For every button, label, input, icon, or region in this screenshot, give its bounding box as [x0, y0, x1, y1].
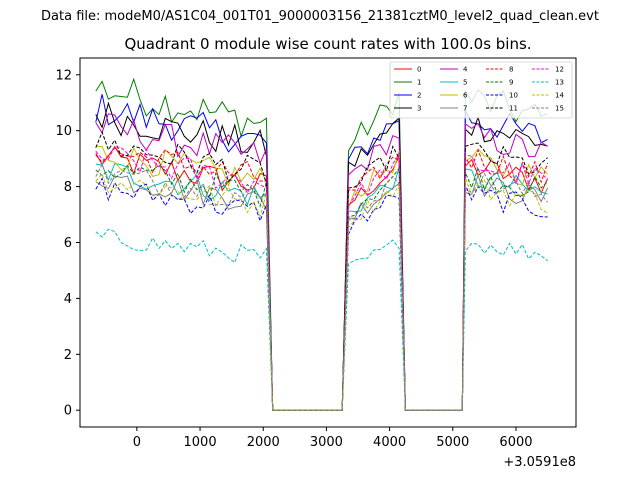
y-tick-label: 4 [64, 292, 72, 307]
x-tick-label: 1000 [184, 435, 217, 450]
legend-label-11: 11 [509, 105, 518, 113]
x-tick-label: 2000 [247, 435, 280, 450]
legend-label-3: 3 [417, 105, 421, 113]
x-tick-label: 6000 [499, 435, 532, 450]
legend-label-9: 9 [509, 79, 513, 87]
y-tick-label: 6 [64, 236, 72, 251]
y-tick-label: 8 [64, 180, 72, 195]
y-tick-label: 0 [64, 404, 72, 419]
x-tick-label: 3000 [310, 435, 343, 450]
series-group [95, 77, 549, 411]
series-line-9 [95, 164, 548, 411]
series-line-3 [95, 101, 548, 411]
legend-label-5: 5 [463, 79, 467, 87]
legend-label-15: 15 [555, 105, 564, 113]
series-line-11 [95, 130, 548, 411]
series-line-5 [95, 162, 548, 411]
y-tick-label: 12 [55, 68, 72, 83]
legend-label-1: 1 [417, 79, 421, 87]
chart-suptitle: Data file: modeM0/AS1C04_001T01_90000031… [41, 9, 599, 24]
legend-label-13: 13 [555, 79, 564, 87]
series-line-10 [95, 177, 548, 411]
legend-label-7: 7 [463, 105, 467, 113]
chart-title: Quadrant 0 module wise count rates with … [124, 35, 531, 53]
series-line-12 [95, 146, 548, 411]
legend-label-6: 6 [463, 92, 468, 100]
series-line-2 [95, 94, 548, 411]
legend-label-10: 10 [509, 92, 518, 100]
y-axis: 0 2 4 6 8 10 12 [55, 68, 80, 419]
legend-label-14: 14 [555, 92, 564, 100]
series-line-4 [95, 113, 548, 411]
series-line-13 [95, 228, 548, 411]
series-line-15 [95, 162, 548, 411]
legend-label-4: 4 [463, 66, 468, 74]
legend-label-12: 12 [555, 66, 564, 74]
legend-box [389, 61, 573, 119]
series-line-8 [95, 147, 549, 411]
x-axis: 0 1000 2000 3000 4000 5000 6000 [133, 427, 533, 450]
x-tick-label: 4000 [373, 435, 406, 450]
series-line-7 [95, 173, 549, 411]
x-tick-label: 5000 [436, 435, 469, 450]
legend-label-2: 2 [417, 92, 421, 100]
x-tick-label: 0 [133, 435, 141, 450]
y-tick-label: 2 [64, 348, 72, 363]
x-offset-label: +3.0591e8 [503, 455, 576, 470]
legend-label-8: 8 [509, 66, 513, 74]
y-tick-label: 10 [55, 124, 72, 139]
series-line-14 [95, 172, 548, 411]
legend-label-0: 0 [417, 66, 421, 74]
